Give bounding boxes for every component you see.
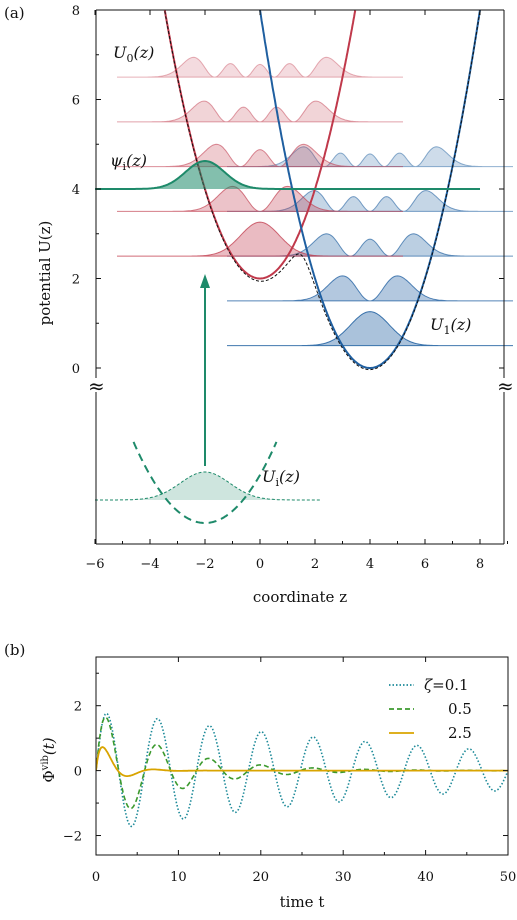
x-tick-label-a: −4: [140, 557, 159, 572]
x-tick-label-a: −6: [85, 557, 104, 572]
y-axis-label-a: potential U(z): [36, 221, 54, 326]
wavepacket: [227, 275, 513, 302]
y-tick-label-a: 2: [72, 273, 80, 288]
series-zeta-0.1: [96, 712, 508, 828]
x-tick-label-a: −2: [195, 557, 214, 572]
y-tick-label-b: −2: [63, 830, 82, 845]
series-zeta-0.5: [96, 716, 508, 810]
adiabatic-curve: [164, 10, 481, 371]
axis-break-right: ≈: [497, 374, 514, 398]
x-tick-label-a: 2: [311, 557, 319, 572]
label-ui: Ui(z): [262, 467, 300, 489]
wavepacket: [117, 56, 403, 78]
potential-curves: [95, 9, 481, 524]
x-tick-label-b: 20: [253, 870, 270, 885]
axes-frame-b: [95, 656, 509, 856]
x-axis-label-b: time t: [280, 893, 325, 911]
legend-zeta-symbol: ζ: [424, 676, 433, 694]
x-tick-label-b: 10: [170, 870, 187, 885]
y-tick-label-a: 8: [72, 4, 80, 19]
phi-series: [96, 712, 508, 828]
x-tick-label-a: 0: [256, 557, 264, 572]
x-tick-label-a: 4: [366, 557, 374, 572]
legend-label-zeta-0.5: 0.5: [448, 700, 472, 718]
psi-initial-line: [95, 159, 480, 190]
ui-ground-line: [95, 471, 321, 501]
u1-eigenstates: [227, 146, 513, 347]
y-tick-label-a: 0: [72, 362, 80, 377]
label-psi: ψi(z): [110, 151, 147, 173]
legend-label-zeta-0.1: ζ=0.1: [424, 676, 469, 694]
y-tick-label-b: 0: [74, 765, 82, 780]
x-tick-label-b: 30: [335, 870, 352, 885]
potential-ui: [132, 441, 278, 524]
wavepacket: [227, 311, 513, 347]
wavepacket: [117, 185, 403, 212]
label-u0: U0(z): [113, 43, 154, 65]
ui-ground-fill: [95, 472, 321, 500]
y-tick-label-b: 2: [74, 700, 82, 715]
axis-break-left: ≈: [88, 374, 105, 398]
panel-b-label: (b): [4, 641, 25, 659]
x-axis-label-a: coordinate z: [253, 588, 347, 606]
legend-label-zeta-2.5: 2.5: [448, 724, 472, 742]
y-tick-label-a: 4: [72, 183, 80, 198]
x-tick-label-b: 0: [92, 870, 100, 885]
excitation-arrow-head: [200, 274, 210, 288]
x-tick-label-a: 8: [476, 557, 484, 572]
panel-a: (a) −6 −4 −2 0 2 4 6 8 0 2 4 6 8 coordinate z potent…: [4, 4, 514, 606]
wavepacket: [117, 100, 403, 123]
y-tick-label-a: 6: [72, 94, 80, 109]
u0-eigenstates: [117, 56, 403, 257]
axes-frame-a: [94, 9, 508, 545]
tick-labels-a: −6 −4 −2 0 2 4 6 8 0 2 4 6 8: [72, 4, 484, 572]
wavepacket: [117, 221, 403, 257]
x-tick-label-b: 40: [417, 870, 434, 885]
x-tick-label-a: 6: [421, 557, 429, 572]
legend-zeta-value: =0.1: [432, 676, 468, 694]
legend: ζ=0.1 0.5 2.5: [389, 676, 472, 742]
label-u1: U1(z): [430, 315, 471, 337]
tick-labels-b: 0 10 20 30 40 50 −2 0 2: [63, 700, 516, 885]
panel-a-label: (a): [4, 4, 25, 22]
wavepacket: [117, 143, 403, 168]
x-tick-label-b: 50: [500, 870, 517, 885]
series-zeta-2.5: [96, 746, 508, 777]
y-axis-label-b: Φvib(t): [40, 737, 58, 782]
panel-b: (b) 0 10 20 30 40 50 −2 0 2 time t Φvib(t) ζ=0.1…: [4, 641, 516, 911]
